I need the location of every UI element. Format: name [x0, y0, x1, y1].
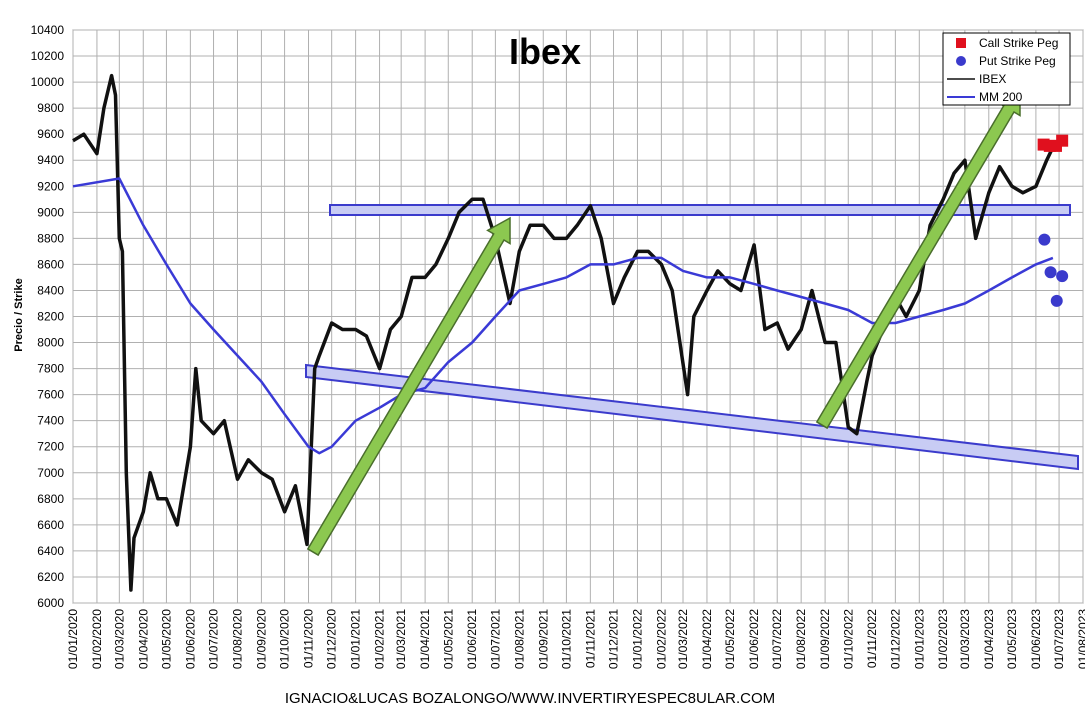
y-axis-label: Precio / Strike [13, 278, 25, 351]
x-tick-label: 01/01/2020 [66, 609, 80, 669]
x-tick-label: 01/01/2023 [912, 609, 926, 669]
x-tick-label: 01/09/2021 [536, 609, 550, 669]
y-tick-label: 7400 [37, 414, 64, 428]
y-tick-label: 8600 [37, 257, 64, 271]
y-tick-label: 8000 [37, 336, 64, 350]
x-tick-label: 01/06/2023 [1029, 609, 1043, 669]
x-tick-label: 01/10/2022 [841, 609, 855, 669]
x-tick-label: 01/11/2020 [302, 609, 316, 668]
x-tick-label: 01/12/2020 [325, 609, 339, 669]
y-tick-label: 9000 [37, 205, 64, 219]
y-tick-label: 9800 [37, 101, 64, 115]
resistance-band [329, 204, 1071, 216]
x-tick-label: 01/04/2021 [418, 609, 432, 669]
y-tick-label: 7600 [37, 388, 64, 402]
put-peg-point [1050, 294, 1063, 307]
trend-arrows [306, 88, 1021, 557]
x-tick-label: 01/02/2023 [936, 609, 950, 669]
x-tick-label: 01/07/2022 [770, 609, 784, 669]
put-peg-point [1038, 233, 1051, 246]
x-tick-label: 01/03/2023 [958, 609, 972, 669]
trend-arrow [306, 216, 511, 557]
x-tick-label: 01/05/2021 [441, 609, 455, 669]
legend-label: Put Strike Peg [979, 54, 1056, 68]
legend-label: MM 200 [979, 90, 1023, 104]
x-tick-label: 01/08/2023 [1076, 609, 1085, 669]
support-band [305, 363, 1079, 471]
y-tick-label: 6000 [37, 596, 64, 610]
x-tick-label: 01/11/2021 [583, 609, 597, 668]
y-tick-label: 7800 [37, 362, 64, 376]
x-tick-label: 01/04/2022 [700, 609, 714, 669]
x-tick-label: 01/02/2021 [373, 609, 387, 669]
y-tick-label: 6400 [37, 544, 64, 558]
x-tick-label: 01/12/2022 [888, 609, 902, 669]
x-tick-label: 01/10/2020 [278, 609, 292, 669]
x-tick-label: 01/06/2021 [465, 609, 479, 669]
x-tick-label: 01/10/2021 [559, 609, 573, 669]
x-tick-label: 01/11/2022 [865, 609, 879, 668]
y-tick-label: 8800 [37, 231, 64, 245]
y-tick-label: 7200 [37, 440, 64, 454]
x-tick-label: 01/06/2020 [183, 609, 197, 669]
x-tick-label: 01/07/2021 [488, 609, 502, 669]
legend-swatch [956, 38, 966, 48]
legend-label: Call Strike Peg [979, 36, 1058, 50]
put-peg-point [1056, 270, 1069, 283]
y-tick-label: 10200 [31, 49, 65, 63]
legend-label: IBEX [979, 72, 1006, 86]
put-peg-point [1044, 266, 1057, 279]
x-tick-label: 01/03/2021 [394, 609, 408, 669]
x-tick-label: 01/07/2020 [207, 609, 221, 669]
x-tick-label: 01/05/2023 [1005, 609, 1019, 669]
x-tick-label: 01/12/2021 [607, 609, 621, 669]
y-tick-label: 8400 [37, 283, 64, 297]
x-tick-label: 01/08/2021 [512, 609, 526, 669]
footer: IGNACIO&LUCAS BOZALONGO/WWW.INVERTIRYESP… [285, 690, 775, 707]
y-tick-label: 9400 [37, 153, 64, 167]
y-tick-label: 6600 [37, 518, 64, 532]
annotations [305, 204, 1079, 471]
y-tick-label: 9200 [37, 179, 64, 193]
x-tick-label: 01/03/2020 [112, 609, 126, 669]
x-tick-label: 01/05/2022 [723, 609, 737, 669]
x-tick-label: 01/04/2023 [982, 609, 996, 669]
x-tick-label: 01/09/2020 [254, 609, 268, 669]
x-tick-label: 01/02/2022 [654, 609, 668, 669]
x-tick-label: 01/09/2022 [818, 609, 832, 669]
x-tick-label: 01/07/2023 [1052, 609, 1066, 669]
y-tick-label: 9600 [37, 127, 64, 141]
y-tick-label: 8200 [37, 310, 64, 324]
y-tick-label: 10000 [31, 75, 65, 89]
x-tick-label: 01/08/2020 [230, 609, 244, 669]
line-mm200 [72, 177, 1054, 455]
x-tick-label: 01/04/2020 [136, 609, 150, 669]
legend-swatch [956, 56, 966, 66]
x-tick-label: 01/05/2020 [159, 609, 173, 669]
x-tick-label: 01/06/2022 [747, 609, 761, 669]
y-tick-label: 6800 [37, 492, 64, 506]
x-tick-label: 01/01/2022 [630, 609, 644, 669]
x-tick-label: 01/01/2021 [349, 609, 363, 669]
x-tick-label: 01/02/2020 [90, 609, 104, 669]
x-tick-label: 01/03/2022 [676, 609, 690, 669]
legend: Call Strike Peg Put Strike Peg IBEX MM 200 [947, 36, 1058, 104]
y-tick-label: 7000 [37, 466, 64, 480]
y-tick-label: 10400 [31, 23, 65, 37]
x-tick-label: 01/08/2022 [794, 609, 808, 669]
call-peg-point [1056, 134, 1069, 147]
chart-title: Ibex [509, 31, 581, 72]
y-tick-label: 6200 [37, 570, 64, 584]
